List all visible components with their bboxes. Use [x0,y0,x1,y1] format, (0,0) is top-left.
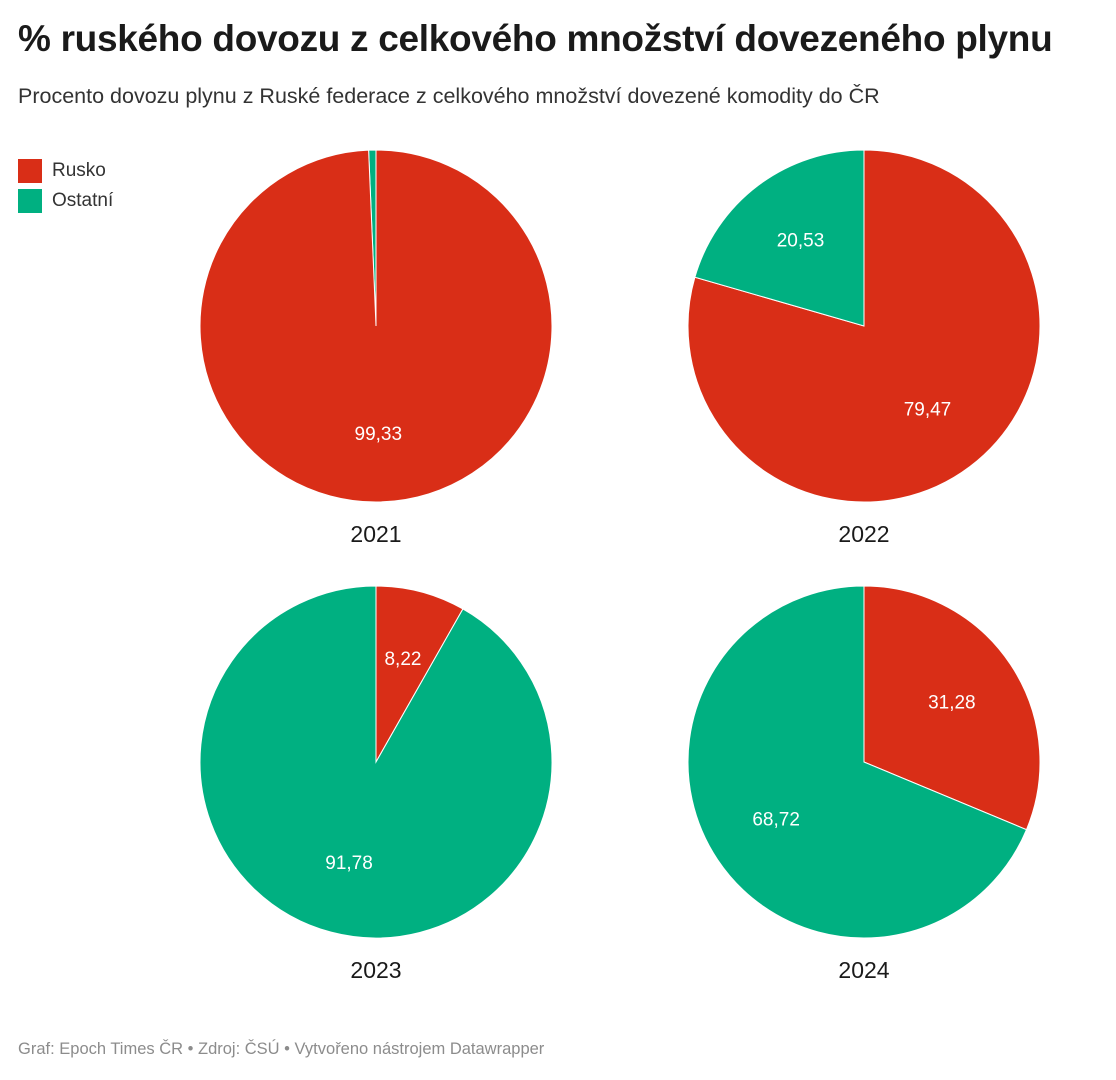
year-label-2024: 2024 [838,957,889,983]
chart-subtitle: Procento dovozu plynu z Ruské federace z… [18,84,880,108]
legend-label-ostatni: Ostatní [52,190,114,211]
year-label-2021: 2021 [350,521,401,547]
pie-2022: 79,47 20,53 2022 [687,149,1041,547]
slice-label-2023-ostatni: 91,78 [325,853,373,874]
legend-swatch-rusko [18,159,42,183]
year-label-2022: 2022 [838,521,889,547]
slice-2023-ostatni [199,585,553,939]
footer-credits: Graf: Epoch Times ČR • Zdroj: ČSÚ • Vytv… [18,1040,545,1058]
pie-2021: 99,33 2021 [199,149,553,547]
slice-label-2023-rusko: 8,22 [384,649,421,670]
year-label-2023: 2023 [350,957,401,983]
slice-label-2021-rusko: 99,33 [355,424,403,445]
pie-2024: 31,28 68,72 2024 [687,585,1041,983]
chart-title: % ruského dovozu z celkového množství do… [18,18,1053,59]
slice-label-2022-rusko: 79,47 [904,399,952,420]
slice-2021-rusko [199,149,553,503]
legend-label-rusko: Rusko [52,160,106,181]
slice-label-2024-ostatni: 68,72 [752,810,800,831]
pie-charts: 99,33 2021 79,47 20,53 2022 8,22 91,78 2023 31,2… [199,149,1041,983]
slice-2023-rusko [375,585,464,764]
slice-label-2024-rusko: 31,28 [928,692,976,713]
slice-2024-ostatni [687,585,1028,939]
legend-swatch-ostatni [18,189,42,213]
slice-2024-rusko [863,585,1041,831]
legend-item-ostatni: Ostatní [18,186,113,216]
slice-label-2022-ostatni: 20,53 [777,231,825,252]
slice-2022-ostatni [694,149,865,327]
legend: Rusko Ostatní [18,156,113,216]
legend-item-rusko: Rusko [18,156,113,186]
pie-2023: 8,22 91,78 2023 [199,585,553,983]
